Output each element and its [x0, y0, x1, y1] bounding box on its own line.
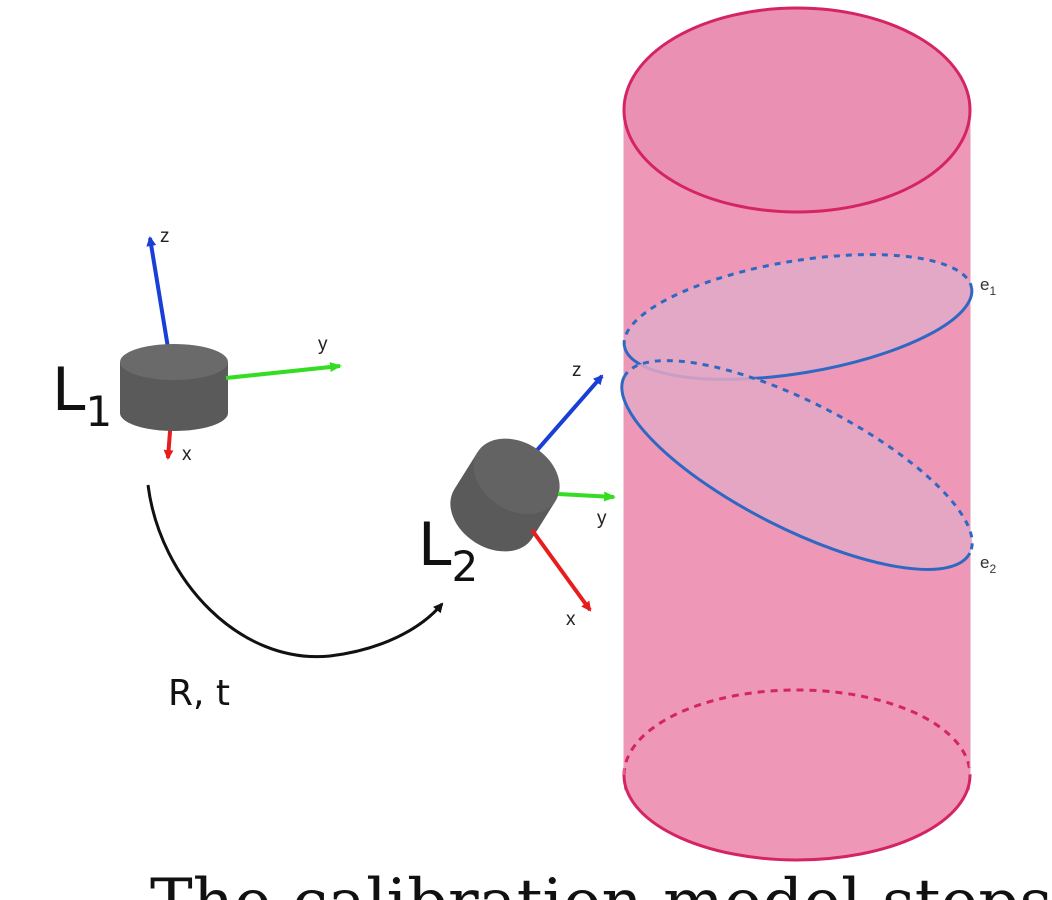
ellipse-e2-front-arc — [620, 376, 972, 571]
sensor-l1-x-label: x — [182, 444, 192, 465]
sensor-l1-y-axis — [225, 362, 342, 380]
sensor-l2-y-axis — [557, 491, 616, 502]
sensor-l2-z-label: z — [572, 360, 582, 381]
cylinder-bottom-front-arc — [622, 774, 972, 862]
sensor-l2: z y x — [450, 360, 616, 630]
ellipse-e1-back-arc — [622, 253, 974, 347]
sensor-l1-z-label: z — [160, 226, 170, 247]
ellipse-e2 — [620, 359, 974, 571]
ellipse-e2-fill — [621, 360, 973, 570]
ellipse-e1-fill — [624, 254, 972, 380]
cylinder-top-cap — [622, 6, 972, 214]
transform-arrow — [146, 484, 444, 659]
sensor-l1-label: L1 — [52, 355, 112, 436]
caption-text: The calibration model steps involve — [150, 866, 1052, 900]
sensor-l2-x-axis — [530, 528, 592, 612]
ellipse-e2-label: e2 — [980, 553, 996, 576]
sensor-l2-label: L2 — [418, 510, 478, 591]
cylinder-bottom-back-arc — [622, 688, 972, 776]
transform-label: R, t — [168, 673, 230, 714]
sensor-l1-y-label: y — [318, 334, 328, 355]
sensor-l2-y-label: y — [597, 508, 607, 529]
ellipse-e1-label: e1 — [980, 275, 996, 298]
sensor-l1-body — [120, 344, 228, 431]
sensor-l1: z y x — [120, 226, 342, 465]
sensor-l1-z-axis — [146, 236, 172, 361]
sensor-l2-body — [450, 438, 560, 552]
sensor-l2-x-label: x — [566, 609, 576, 630]
ellipse-e2-back-arc — [622, 359, 974, 554]
